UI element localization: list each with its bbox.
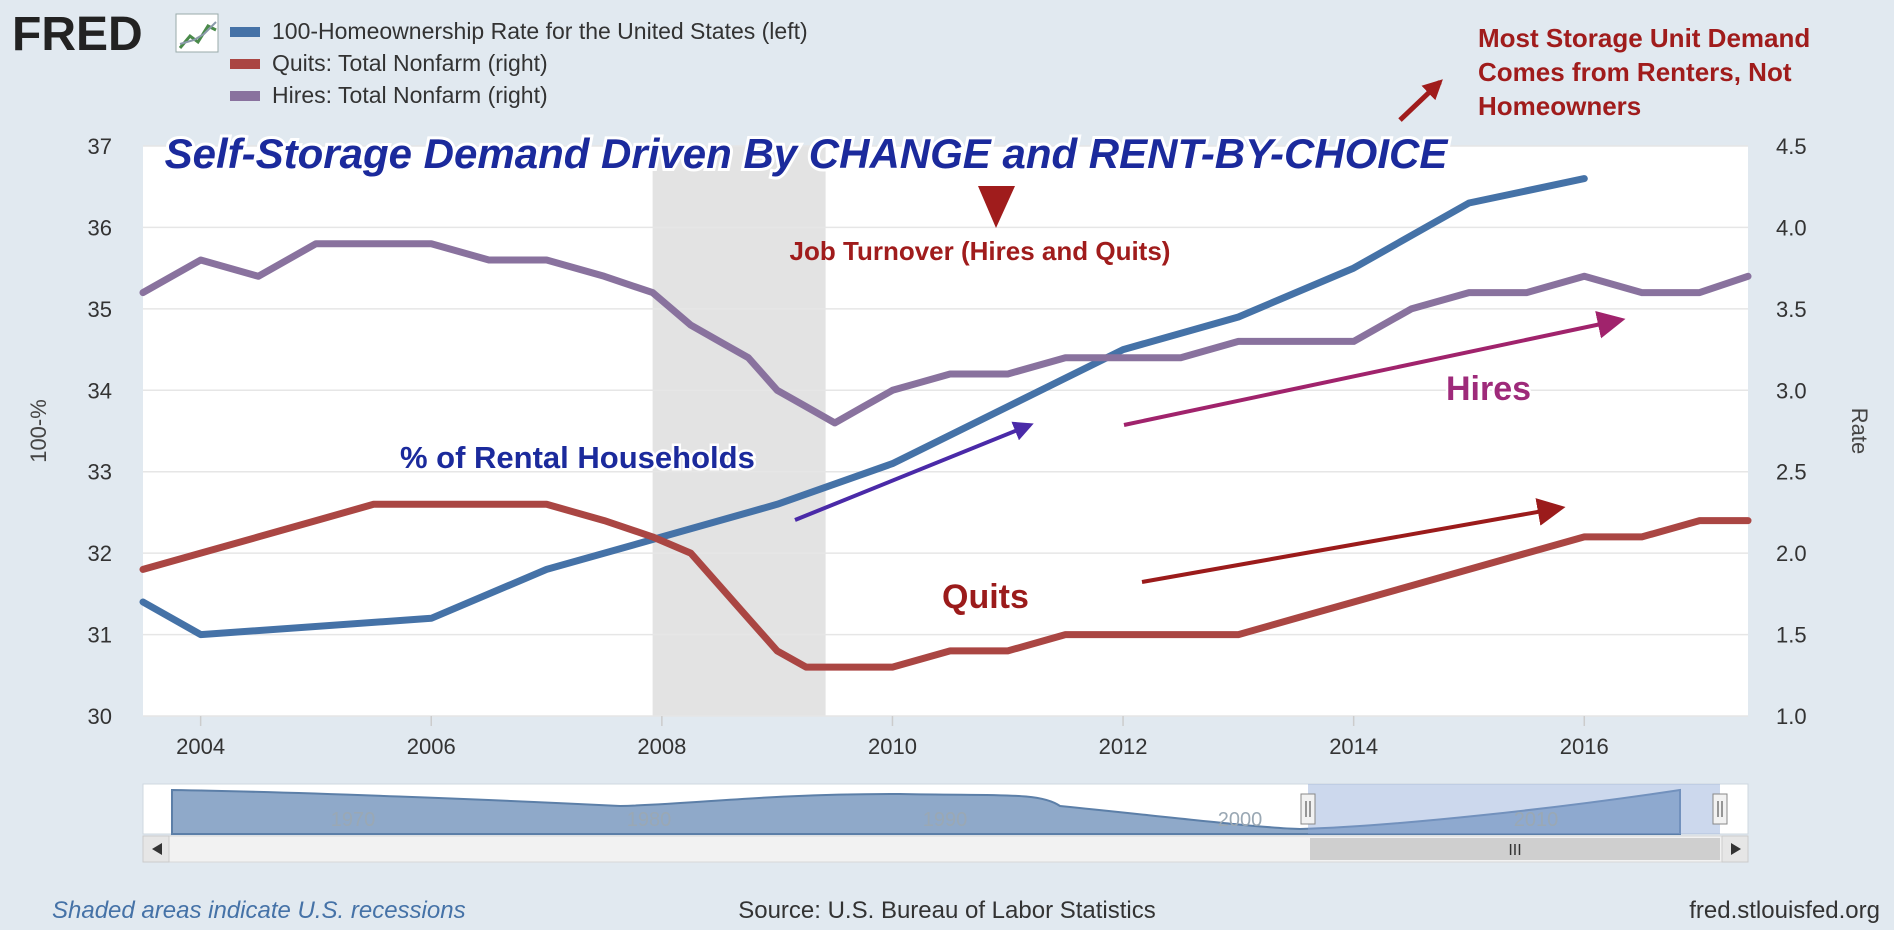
right-tick-label: 2.5 [1776,460,1807,485]
left-tick-label: 33 [88,460,112,485]
chevron-right-icon [1731,843,1741,855]
scrollbar[interactable]: III [142,835,1749,863]
chart-icon [175,13,219,53]
plot-area [143,146,1748,716]
right-tick-label: 3.0 [1776,378,1807,403]
x-tick-label: 2016 [1560,734,1609,759]
scrollbar-grip: III [1508,842,1521,859]
rental-arrow [794,421,1034,522]
hires-annotation: Hires [1446,370,1531,408]
left-tick-label: 34 [88,378,112,403]
x-tick-label: 2012 [1099,734,1148,759]
storage-demand-arrow [1398,79,1443,122]
left-tick-label: 36 [88,215,112,240]
left-tick-label: 31 [88,623,112,648]
left-axis-ticks: 30 31 32 33 34 35 36 37 [88,134,112,729]
storage-demand-line-1: Most Storage Unit Demand [1478,23,1810,53]
right-tick-label: 4.5 [1776,134,1807,159]
job-turnover-annotation: Job Turnover (Hires and Quits) [790,236,1171,266]
series-line-0 [139,175,1588,639]
x-axis-ticks: 2004 2006 2008 2010 2012 2014 2016 [176,716,1609,759]
storage-demand-line-2: Comes from Renters, Not [1478,57,1792,87]
right-tick-label: 2.0 [1776,541,1807,566]
hires-arrow [1123,310,1626,427]
storage-demand-line-3: Homeowners [1478,91,1641,121]
legend-swatch-hires [230,91,260,101]
navigator-label-2010: 2010 [1514,809,1559,831]
scrollbar-thumb[interactable] [1310,838,1720,860]
quits-annotation: Quits [942,578,1029,616]
legend[interactable]: 100-Homeownership Rate for the United St… [230,18,808,108]
navigator-label-1970: 1970 [331,809,376,831]
fred-logo[interactable]: FRED [12,8,143,61]
left-tick-label: 30 [88,704,112,729]
right-tick-label: 1.5 [1776,623,1807,648]
source-note: Source: U.S. Bureau of Labor Statistics [738,897,1156,924]
right-axis-ticks: 1.0 1.5 2.0 2.5 3.0 3.5 4.0 4.5 [1776,134,1807,729]
x-tick-label: 2014 [1329,734,1378,759]
chevron-left-icon [152,843,162,855]
navigator-label-1980: 1980 [627,809,672,831]
navigator[interactable]: 1970 1980 1990 2000 2010 [142,783,1749,835]
series-line-1 [139,240,1752,427]
navigator-selected-range[interactable] [1308,784,1720,834]
right-tick-label: 4.0 [1776,215,1807,240]
right-axis-label: Rate [1847,408,1872,454]
navigator-label-1990: 1990 [923,809,968,831]
left-tick-label: 35 [88,297,112,322]
x-tick-label: 2010 [868,734,917,759]
right-tick-label: 3.5 [1776,297,1807,322]
right-tick-label: 1.0 [1776,704,1807,729]
legend-label-hires[interactable]: Hires: Total Nonfarm (right) [272,82,548,108]
recessions-note[interactable]: Shaded areas indicate U.S. recessions [52,897,466,924]
legend-label-quits[interactable]: Quits: Total Nonfarm (right) [272,50,548,76]
legend-swatch-quits [230,59,260,69]
x-tick-label: 2008 [637,734,686,759]
series-line-2 [139,500,1752,671]
x-tick-label: 2004 [176,734,225,759]
site-url[interactable]: fred.stlouisfed.org [1689,897,1880,924]
left-tick-label: 32 [88,541,112,566]
recession-shading [652,146,826,716]
left-axis-label: 100-% [26,399,51,463]
chart-annotation-title: Self-Storage Demand Driven By CHANGE and… [165,130,1450,177]
navigator-label-2000: 2000 [1218,809,1263,831]
navigator-series [171,788,1681,835]
legend-label-homeownership[interactable]: 100-Homeownership Rate for the United St… [272,18,808,44]
quits-arrow [1141,498,1566,584]
gridlines [143,145,1748,717]
x-tick-label: 2006 [407,734,456,759]
navigator-right-handle[interactable] [1712,793,1728,825]
rental-households-annotation: % of Rental Households [400,440,755,475]
series-lines [139,175,1752,671]
down-arrow-icon [978,186,1015,228]
left-tick-label: 37 [88,134,112,159]
navigator-left-handle[interactable] [1300,793,1316,825]
legend-swatch-homeownership [230,27,260,37]
